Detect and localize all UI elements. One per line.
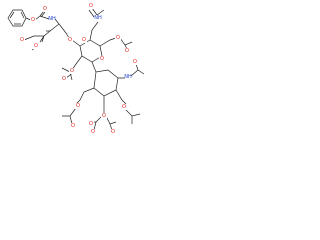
label-bg — [81, 37, 87, 43]
atom-label: O — [122, 104, 126, 110]
bond — [23, 30, 51, 51]
label-bg — [115, 35, 121, 41]
label-bg — [61, 76, 67, 82]
atom-label: O — [100, 56, 104, 62]
atom-label: O — [89, 3, 93, 9]
label-bg — [90, 129, 96, 135]
atom-label: O — [70, 68, 74, 74]
atom-label: O — [102, 113, 106, 119]
label-bg — [95, 15, 101, 21]
atom-label: O — [89, 121, 93, 127]
label-bg — [124, 48, 130, 54]
label-bg — [49, 16, 55, 22]
label-bg — [19, 37, 25, 43]
label-bg — [75, 103, 81, 109]
atom-label: O — [34, 43, 38, 49]
atom-label: O — [133, 59, 137, 65]
sugar-ring — [71, 39, 103, 63]
bonds — [7, 7, 145, 131]
atom-label: O — [68, 37, 72, 43]
atom-label: O — [116, 35, 120, 41]
label-bg — [30, 17, 36, 23]
atom-label: O — [71, 123, 75, 129]
label-bg — [132, 59, 138, 65]
label-bg — [121, 104, 127, 110]
atom-label: O — [20, 37, 24, 43]
benzene-ring — [7, 9, 27, 27]
label-bg — [67, 37, 73, 43]
label-bg — [69, 68, 75, 74]
atom-label: O — [125, 48, 129, 54]
atom-label: O — [31, 17, 35, 23]
bond — [61, 7, 133, 81]
atom-label: NH — [94, 15, 102, 21]
atom-label: O — [91, 129, 95, 135]
label-bg — [125, 74, 131, 80]
label-bg — [88, 3, 94, 9]
bond — [25, 10, 70, 39]
label-bg — [33, 43, 39, 49]
label-bg — [101, 113, 107, 119]
atom-label: NH — [124, 74, 132, 80]
atom-label: O — [43, 6, 47, 12]
atom-label: O — [62, 76, 66, 82]
sugar-ring — [91, 61, 119, 97]
atom-label: O — [76, 103, 80, 109]
label-bg — [70, 123, 76, 129]
label-bg — [42, 6, 48, 12]
bond — [62, 63, 145, 131]
atom-label: O — [111, 129, 115, 135]
atom-label: O — [82, 37, 86, 43]
label-bg — [99, 56, 105, 62]
label-bg — [110, 129, 116, 135]
atom-label: NH — [48, 16, 56, 22]
label-bg — [88, 121, 94, 127]
